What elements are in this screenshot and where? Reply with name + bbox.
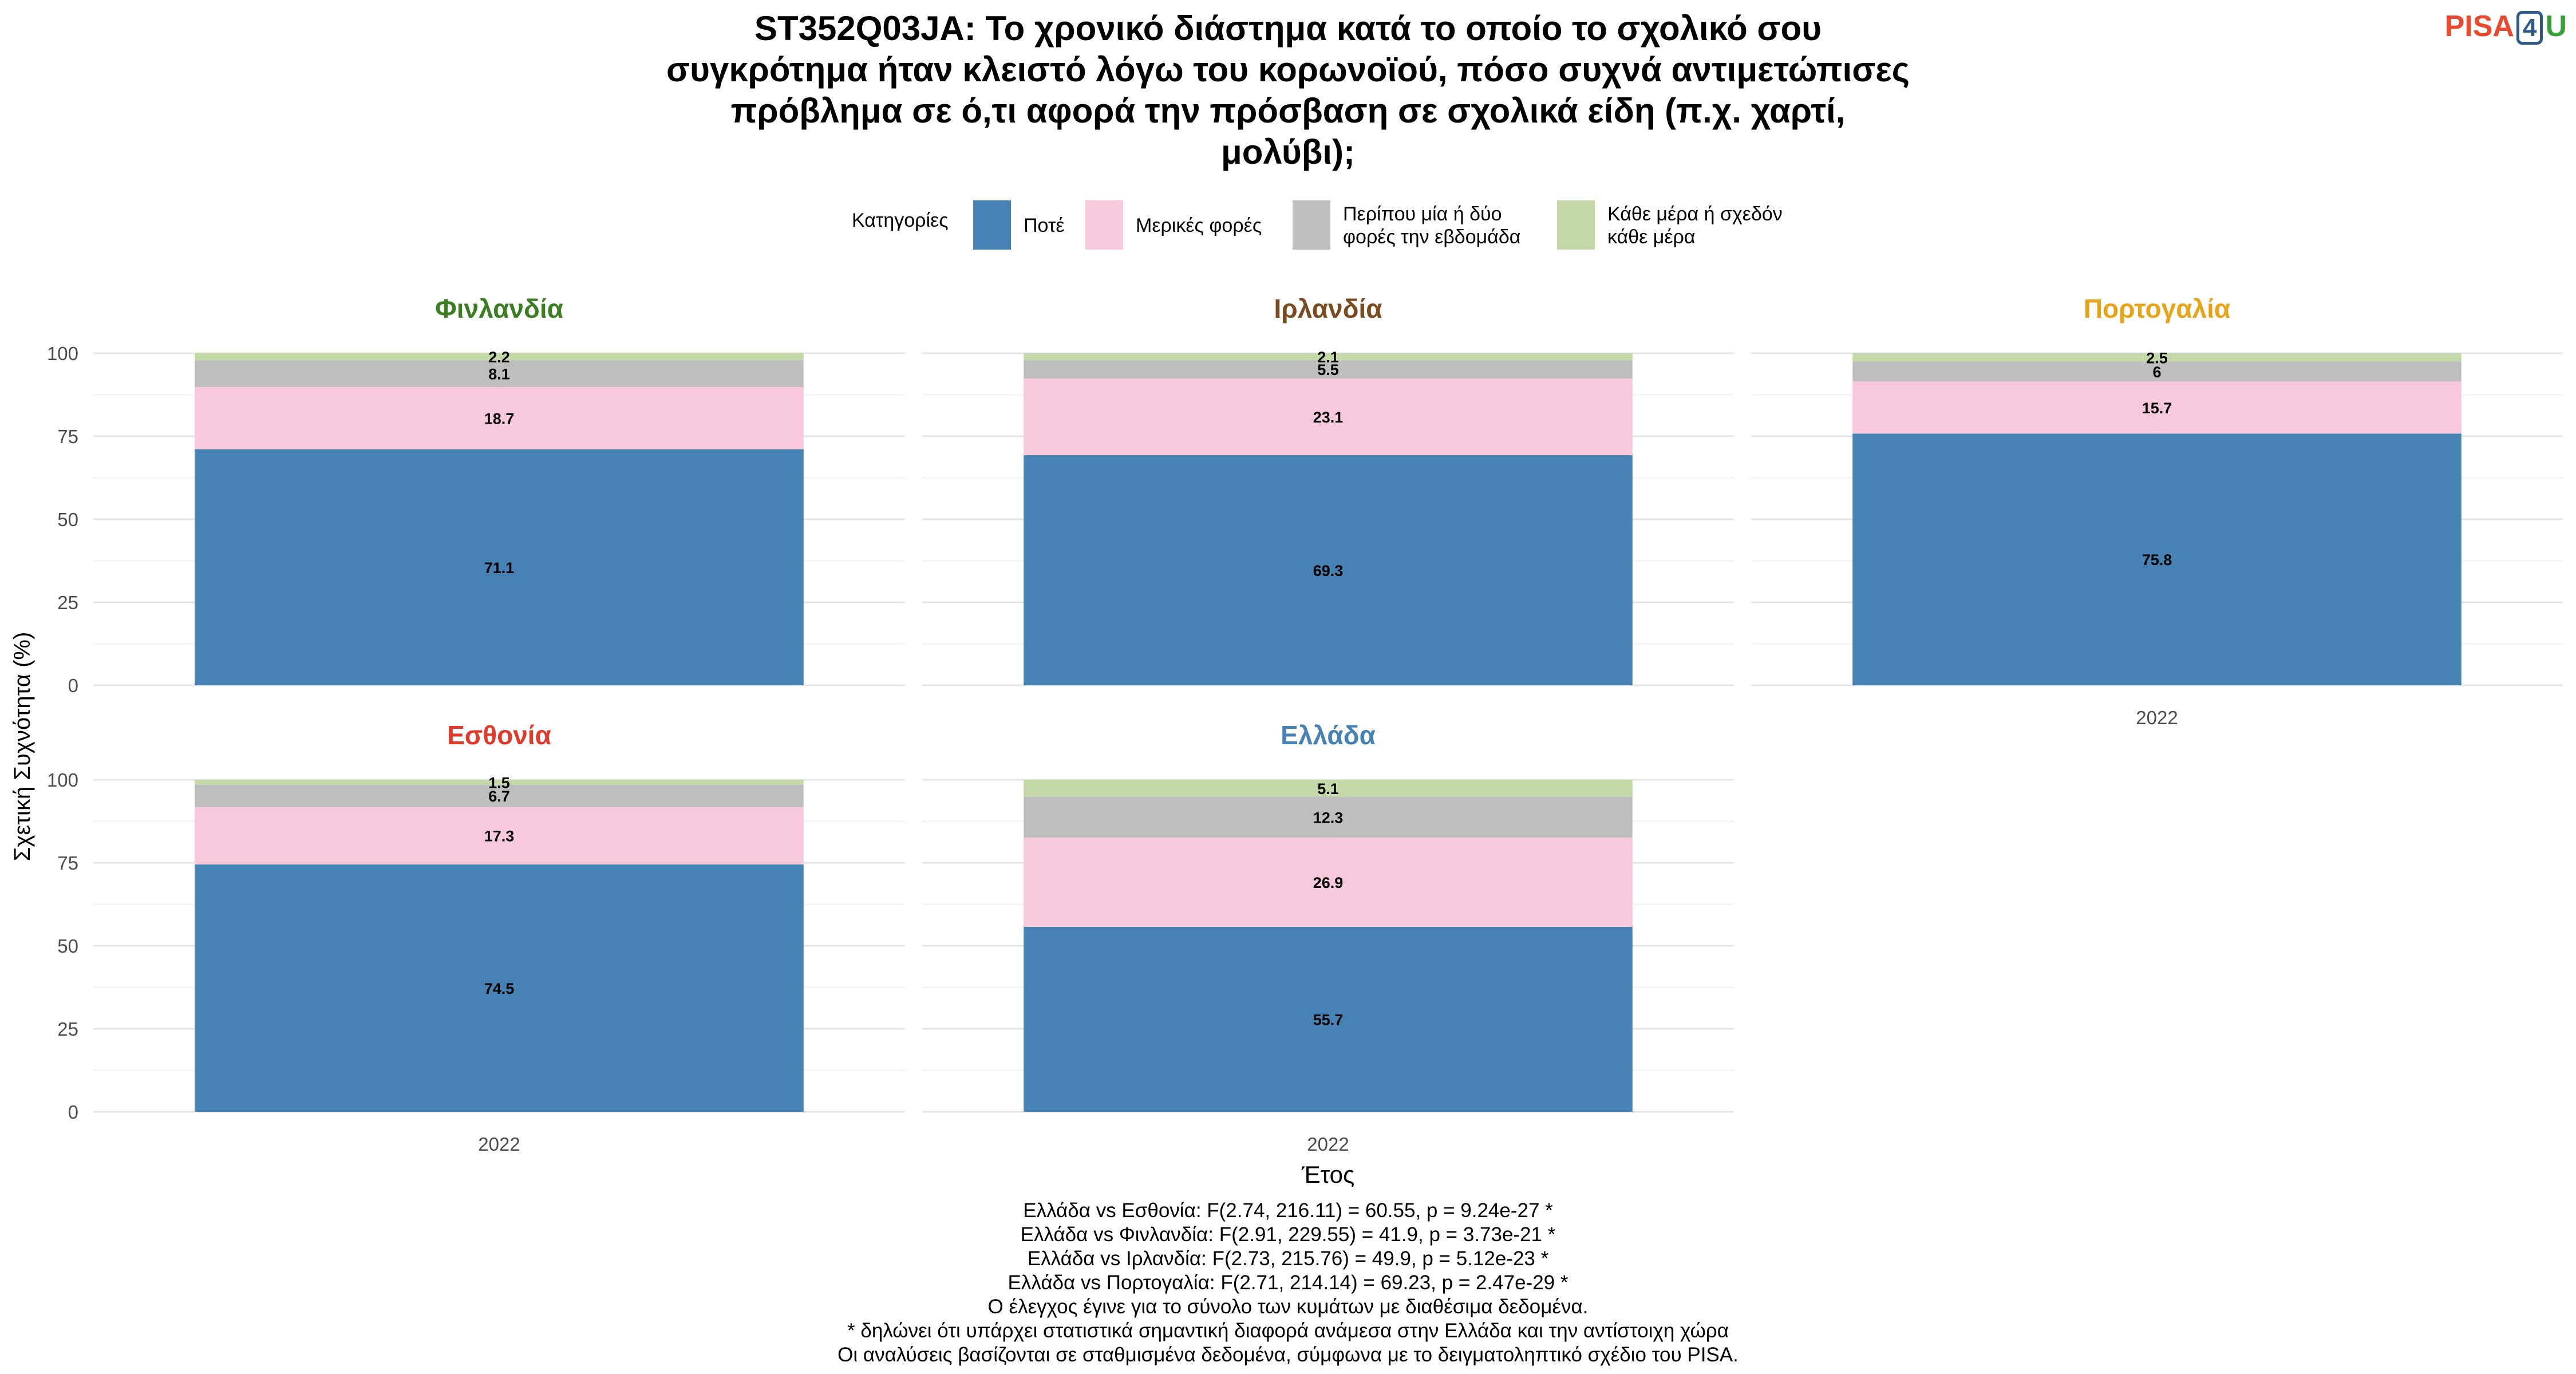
bar-segment [1024,926,1633,1112]
bar-segment [1024,837,1633,927]
data-label: 23.1 [1313,409,1344,426]
data-label: 2.5 [2146,349,2168,366]
data-label: 55.7 [1313,1011,1344,1028]
bar-segment [1024,796,1633,838]
statistical-notes: Ελλάδα vs Εσθονία: F(2.74, 216.11) = 60.… [572,1199,2004,1367]
data-label: 5.5 [1317,361,1339,378]
data-label: 2.2 [488,349,510,366]
bar-segment [1852,361,2462,382]
data-label: 17.3 [484,828,515,845]
y-tick-label: 100 [47,769,78,791]
y-tick-label: 25 [57,1018,78,1040]
data-label: 2.1 [1317,349,1339,366]
facet-title: Πορτογαλία [2084,294,2230,323]
legend-label: Περίπου μία ή δύο [1343,203,1502,225]
pisa4u-logo: PISA 4 U [2444,9,2567,45]
y-tick-label: 50 [57,935,78,957]
title-line-3: πρόβλημα σε ό,τι αφορά την πρόσβαση σε σ… [730,92,1846,130]
data-label: 6.7 [488,788,510,805]
data-label: 15.7 [2142,400,2172,417]
bar-segment [1852,353,2462,362]
facet-title: Φινλανδία [435,294,563,323]
bar-segment [1024,455,1633,685]
bar-segment [1852,433,2462,685]
data-label: 12.3 [1313,809,1344,826]
legend-label: Κάθε μέρα ή σχεδόν [1607,203,1783,225]
bar-segment [1024,353,1633,361]
data-label: 75.8 [2142,551,2172,568]
title-line-2: συγκρότημα ήταν κλειστό λόγω του κορωνοϊ… [666,50,1910,89]
y-tick-label: 50 [57,509,78,530]
data-label: 5.1 [1317,780,1339,797]
y-tick-label: 100 [47,343,78,364]
bar-segment [195,360,804,388]
y-tick-label: 0 [68,1101,78,1123]
legend-swatch [973,200,1011,250]
legend-label: φορές την εβδομάδα [1343,226,1520,248]
logo-pisa: PISA [2444,10,2514,43]
note-line: Ελλάδα vs Ιρλανδία: F(2.73, 215.76) = 49… [1027,1247,1549,1270]
note-line: * δηλώνει ότι υπάρχει στατιστικά σημαντι… [847,1320,1729,1342]
logo-u: U [2545,10,2567,43]
bar-segment [195,864,804,1112]
facet-panel-1: 0 25 50 75 100 71.1 18.7 8.12.2 Φινλανδία [47,294,905,696]
bar-segment [195,353,804,361]
bar-segment [1024,378,1633,456]
facet-panel-4: 0 25 50 75 100 74.5 17.3 6.71.5 Εσθονία 2022 [47,720,905,1155]
data-label: 1.5 [488,774,510,791]
legend-label: Μερικές φορές [1136,215,1262,236]
data-label: 26.9 [1313,874,1344,891]
note-line: Ελλάδα vs Εσθονία: F(2.74, 216.11) = 60.… [1023,1199,1553,1222]
legend-swatch [1085,200,1123,250]
title-line-1: ST352Q03JA: Το χρονικό διάστημα κατά το … [754,9,1822,48]
facet-title: Ελλάδα [1281,720,1376,750]
legend-label: κάθε μέρα [1607,226,1696,248]
bar-segment [195,449,804,685]
bar-segment [195,780,804,785]
facet-panel-5: 55.7 26.9 12.3 5.1 Ελλάδα 2022 [922,720,1734,1155]
legend-title: Κατηγορίες [852,210,949,231]
bar-segment [1024,780,1633,797]
note-line: Ελλάδα vs Πορτογαλία: F(2.71, 214.14) = … [1008,1272,1568,1294]
y-axis-title: Σχετική Συχνότητα (%) [10,632,35,862]
bar-segment [195,807,804,864]
facet-panel-3: 75.8 15.7 62.5 Πορτογαλία 2022 [1751,294,2563,728]
x-tick-label: 2022 [478,1134,520,1155]
x-tick-label: 2022 [1307,1134,1349,1155]
x-tick-label: 2022 [2136,707,2178,728]
title-line-4: μολύβι); [1221,133,1355,171]
data-label: 69.3 [1313,562,1344,579]
facet-panel-2: 69.3 23.1 5.52.1 Ιρλανδία [922,294,1734,686]
facet-title: Ιρλανδία [1274,294,1382,323]
legend-label: Ποτέ [1024,215,1065,236]
legend-swatch [1557,200,1595,250]
y-tick-label: 75 [57,426,78,447]
y-tick-label: 0 [68,675,78,696]
y-tick-label: 25 [57,592,78,613]
data-label: 8.1 [488,366,510,383]
data-label: 18.7 [484,410,515,427]
note-line: Οι αναλύσεις βασίζονται σε σταθμισμένα δ… [837,1344,1739,1366]
y-tick-label: 75 [57,852,78,874]
facet-title: Εσθονία [447,720,551,750]
data-label: 71.1 [484,559,515,577]
note-line: Ελλάδα vs Φινλανδία: F(2.91, 229.55) = 4… [1020,1223,1556,1246]
chart-title: ST352Q03JA: Το χρονικό διάστημα κατά το … [515,8,2061,173]
data-label: 6 [2152,364,2161,381]
data-label: 74.5 [484,980,515,997]
legend-swatch [1293,200,1330,250]
bar-segment [1024,360,1633,379]
logo-four: 4 [2516,11,2543,45]
x-axis-title: Έτος [1301,1161,1355,1188]
bar-segment [195,387,804,449]
bar-segment [195,784,804,807]
bar-segment [1852,381,2462,434]
note-line: Ο έλεγχος έγινε για το σύνολο των κυμάτω… [987,1296,1589,1318]
